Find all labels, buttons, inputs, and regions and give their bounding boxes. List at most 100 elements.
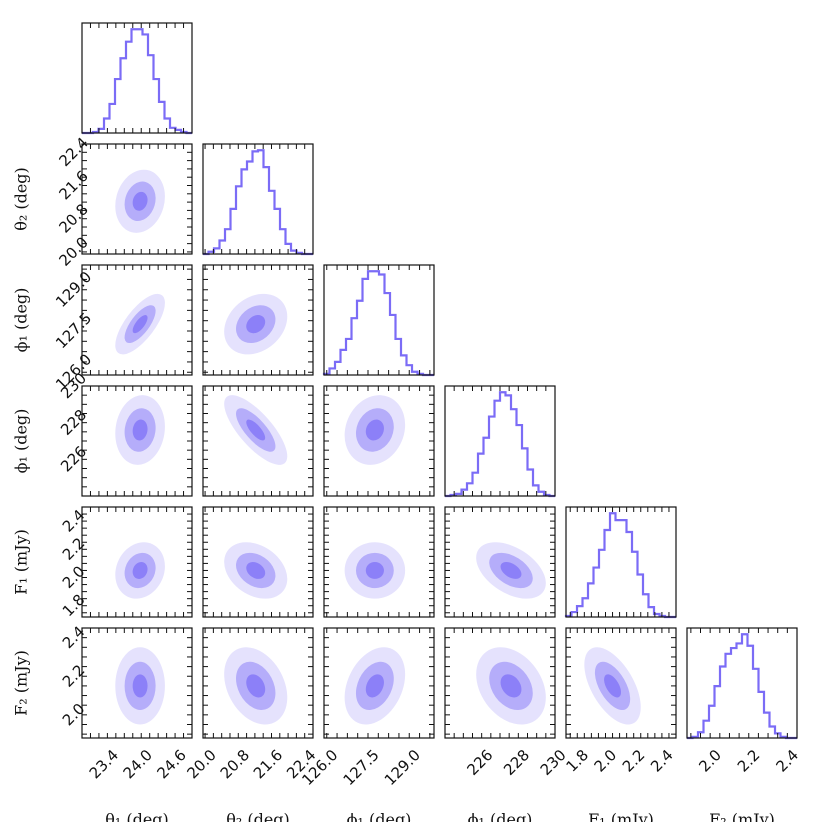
- ticks-5-1: [203, 627, 314, 738]
- contour-level-3: [246, 419, 266, 441]
- panel-frame-4-1: [202, 506, 314, 618]
- contour-F2-vs-theta1: [115, 647, 165, 725]
- contour-level-3: [132, 191, 148, 211]
- contour-level-3: [132, 419, 148, 441]
- y-tick-label-theta2: 21.6: [55, 167, 91, 203]
- y-axis-label-phi1: ϕ₁ (deg): [12, 288, 31, 353]
- y-tick-label-F1: 2.2: [59, 534, 89, 564]
- x-tick-label-F2: 2.0: [695, 746, 725, 776]
- x-tick-label-phi1b: 228: [500, 746, 533, 779]
- y-axis-label-F1: F₁ (mJy): [12, 529, 31, 595]
- panel-frame-3-3: [444, 385, 556, 497]
- panel-frame-5-0: [81, 627, 193, 739]
- x-tick-label-theta2: 20.0: [183, 746, 219, 782]
- panel-frame-5-3: [444, 627, 556, 739]
- contour-F2-vs-phi1b: [476, 647, 546, 725]
- ticks-0-0: [81, 23, 193, 133]
- contour-level-3: [132, 315, 148, 334]
- contour-level-3: [500, 674, 522, 698]
- contour-level-3: [604, 674, 621, 698]
- contour-level-3: [246, 315, 266, 334]
- contour-level-3: [132, 562, 148, 579]
- ticks-4-4: [569, 507, 677, 617]
- y-axis-label-theta2: θ₂ (deg): [12, 167, 31, 231]
- y-axis-label-F2: F₂ (mJy): [12, 650, 31, 716]
- ticks-4-1: [203, 506, 314, 617]
- contour-level-3: [365, 674, 384, 698]
- y-tick-label-F1: 2.0: [59, 562, 89, 592]
- ticks-3-3: [444, 386, 556, 496]
- y-tick-label-phi1: 127.5: [52, 309, 95, 352]
- ticks-1-1: [204, 144, 314, 254]
- x-tick-label-F2: 2.4: [773, 746, 803, 776]
- panel-frame-4-4: [565, 506, 677, 618]
- x-tick-label-phi1b: 226: [463, 746, 496, 779]
- panel-frame-5-5: [686, 627, 798, 739]
- panel-frame-5-4: [565, 627, 677, 739]
- panel-frame-1-0: [81, 143, 193, 255]
- y-tick-label-phi1b: 226: [57, 442, 90, 475]
- panel-frame-4-3: [444, 506, 556, 618]
- y-tick-label-phi1: 129.0: [52, 268, 95, 311]
- panel-frame-3-2: [323, 385, 435, 497]
- x-axis-label-phi1b: ϕ₁ (deg): [468, 810, 533, 822]
- histogram-phi1: [322, 270, 434, 377]
- contour-theta2-vs-theta1: [115, 169, 165, 233]
- x-tick-label-theta1: 23.4: [86, 746, 122, 782]
- ticks-4-0: [81, 506, 193, 617]
- histogram-F2: [687, 633, 797, 740]
- panel-frame-3-1: [202, 385, 314, 497]
- contour-level-3: [365, 419, 384, 441]
- histogram-F1: [564, 512, 676, 619]
- x-axis-label-F1: F₁ (mJy): [588, 810, 654, 822]
- y-tick-label-theta2: 22.4: [55, 134, 91, 170]
- x-tick-label-theta1: 24.0: [120, 746, 156, 782]
- contour-F1-vs-phi1b: [476, 542, 546, 599]
- ticks-5-3: [444, 627, 556, 738]
- contour-F1-vs-theta2: [224, 542, 288, 599]
- panel-frame-4-2: [323, 506, 435, 618]
- y-tick-label-theta2: 20.0: [55, 233, 91, 269]
- contour-phi1-vs-theta2: [224, 293, 288, 355]
- panel-frame-0-0: [81, 22, 193, 134]
- contour-level-3: [132, 674, 148, 698]
- histogram-theta1: [82, 28, 192, 135]
- y-tick-label-F1: 2.4: [59, 506, 89, 536]
- contour-phi1-vs-theta1: [115, 293, 165, 355]
- ticks-2-1: [203, 265, 314, 375]
- x-axis-label-theta1: θ₁ (deg): [105, 810, 169, 822]
- contour-level-3: [246, 674, 266, 698]
- contour-phi1b-vs-theta2: [224, 395, 288, 465]
- x-axis-label-F2: F₂ (mJy): [709, 810, 775, 822]
- x-tick-label-F1: 2.2: [619, 746, 649, 776]
- contour-level-3: [246, 562, 266, 579]
- y-tick-label-F1: 1.8: [59, 591, 89, 621]
- y-axis-label-phi1b: ϕ₁ (deg): [12, 409, 31, 474]
- contour-F2-vs-theta2: [224, 647, 288, 725]
- contour-F2-vs-F1: [584, 647, 641, 725]
- x-tick-label-F2: 2.2: [734, 746, 764, 776]
- y-tick-label-phi1b: 228: [57, 406, 90, 439]
- x-tick-label-theta2: 21.6: [250, 746, 286, 782]
- x-tick-label-F1: 2.0: [591, 746, 621, 776]
- x-tick-label-F1: 2.4: [647, 746, 677, 776]
- contour-phi1b-vs-phi1: [344, 395, 406, 465]
- x-tick-label-F1: 1.8: [562, 746, 592, 776]
- contour-level-3: [500, 562, 522, 579]
- contour-F2-vs-phi1: [344, 647, 406, 725]
- panel-frame-3-0: [81, 385, 193, 497]
- y-tick-label-theta2: 20.8: [55, 200, 91, 236]
- x-tick-label-theta1: 24.6: [153, 746, 189, 782]
- x-tick-label-theta2: 20.8: [217, 746, 253, 782]
- histogram-phi1b: [445, 391, 555, 498]
- x-tick-label-phi1: 129.0: [381, 746, 424, 789]
- panel-frame-1-1: [202, 143, 314, 255]
- panel-frame-2-1: [202, 264, 314, 376]
- contour-phi1b-vs-theta1: [115, 395, 165, 465]
- panel-frame-4-0: [81, 506, 193, 618]
- x-axis-label-theta2: θ₂ (deg): [226, 810, 290, 822]
- panel-frame-2-0: [81, 264, 193, 376]
- ticks-2-0: [81, 265, 193, 375]
- contour-level-3: [365, 562, 384, 579]
